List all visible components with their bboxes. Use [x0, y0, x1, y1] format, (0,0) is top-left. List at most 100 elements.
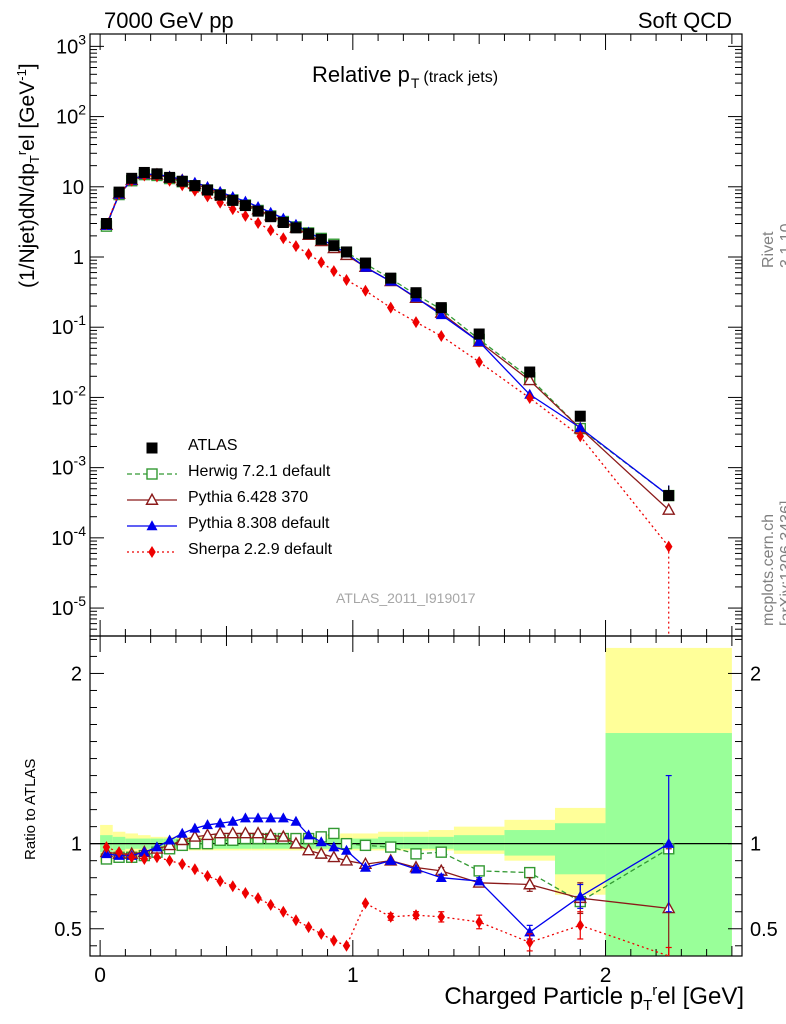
ratio-point-pythia-6-428-370 — [226, 826, 240, 839]
ratio-point-sherpa-2-2-9-default — [140, 852, 149, 865]
ratio-point-sherpa-2-2-9-default — [342, 939, 351, 952]
ratio-point-pythia-8-308-default — [385, 854, 397, 865]
ratio-point-pythia-6-428-370 — [289, 836, 303, 849]
ratio-plot-frame — [89, 635, 743, 957]
main-point-sherpa-2-2-9-default — [361, 284, 370, 297]
ratio-point-pythia-8-308-default — [359, 861, 371, 872]
ratio-point-sherpa-2-2-9-default — [304, 921, 313, 934]
ratio-y-tick-label: 1 — [71, 834, 82, 856]
ratio-point-pythia-8-308-default — [341, 844, 353, 855]
ratio-point-sherpa-2-2-9-default — [102, 841, 111, 854]
ratio-point-sherpa-2-2-9-default — [216, 875, 224, 888]
main-point-atlas — [176, 175, 188, 187]
legend-label-sherpa-2-2-9-default: Sherpa 2.2.9 default — [188, 541, 333, 558]
main-point-atlas — [385, 272, 397, 284]
main-point-atlas — [524, 366, 536, 378]
main-point-sherpa-2-2-9-default — [437, 329, 446, 342]
main-point-pythia-8-308-default — [435, 309, 447, 320]
ratio-point-sherpa-2-2-9-default — [330, 934, 338, 947]
ratio-line-herwig-7-2-1-default — [106, 832, 670, 903]
ratio-point-sherpa-2-2-9-default — [191, 863, 199, 876]
plot-title-main: Relative p — [312, 62, 410, 87]
main-point-sherpa-2-2-9-default — [412, 316, 420, 329]
main-point-atlas — [227, 194, 239, 206]
plot-title: Relative pT (track jets) — [312, 62, 498, 91]
main-y-tick-label: 10 — [62, 177, 84, 199]
main-point-sherpa-2-2-9-default — [304, 248, 313, 261]
main-point-atlas — [265, 211, 277, 223]
main-point-sherpa-2-2-9-default — [330, 265, 338, 278]
main-point-atlas — [473, 328, 485, 340]
ratio-point-sherpa-2-2-9-default — [229, 880, 237, 893]
main-point-sherpa-2-2-9-default — [342, 274, 351, 287]
ratio-point-pythia-6-428-370 — [213, 826, 227, 839]
ratio-point-sherpa-2-2-9-default — [178, 858, 186, 871]
ratio-y-axis-label: Ratio to ATLAS — [22, 758, 39, 860]
legend-marker-atlas — [146, 442, 158, 454]
main-point-atlas — [151, 168, 163, 180]
x-tick-label: 1 — [347, 964, 359, 987]
main-line-herwig-7-2-1-default — [105, 173, 670, 497]
ratio-point-sherpa-2-2-9-default — [266, 898, 275, 911]
source-label: mcplots.cern.ch [arXiv:1306.3436] — [760, 500, 786, 626]
main-point-atlas — [663, 490, 675, 502]
ratio-point-pythia-6-428-370 — [523, 877, 537, 890]
main-y-tick-label: 10-3 — [51, 453, 86, 480]
ratio-line-sherpa-2-2-9-default — [106, 846, 669, 957]
main-point-atlas — [359, 257, 371, 269]
stat-uncertainty-band — [504, 830, 555, 856]
ratio-point-pythia-6-428-370 — [188, 829, 202, 842]
ratio-point-pythia-6-428-370 — [238, 826, 253, 839]
ratio-y-tick-label: 2 — [71, 663, 82, 685]
ratio-point-pythia-8-308-default — [435, 871, 447, 882]
energy-label: 7000 GeV pp — [104, 8, 234, 33]
stat-uncertainty-band — [428, 836, 454, 849]
main-point-sherpa-2-2-9-default — [475, 355, 483, 368]
main-point-atlas — [341, 246, 353, 258]
ratio-line-pythia-6-428-370 — [106, 832, 669, 909]
main-point-atlas — [126, 172, 138, 184]
main-point-sherpa-2-2-9-default — [266, 224, 275, 237]
main-line-pythia-8-308-default — [105, 173, 670, 497]
ratio-point-sherpa-2-2-9-default — [361, 897, 370, 910]
ratio-point-pythia-8-308-default — [100, 848, 112, 859]
x-tick-label: 0 — [94, 964, 106, 987]
plot-title-paren: (track jets) — [423, 69, 499, 86]
ratio-y-tick-label: 0.5 — [54, 919, 82, 941]
ratio-point-herwig-7-2-1-default — [435, 846, 447, 858]
main-line-sherpa-2-2-9-default — [105, 174, 670, 548]
ratio-point-herwig-7-2-1-default — [328, 827, 340, 840]
ratio-point-pythia-8-308-default — [252, 812, 264, 823]
ratio-point-pythia-6-428-370 — [327, 850, 341, 863]
ratio-point-pythia-8-308-default — [164, 834, 176, 845]
ratio-point-sherpa-2-2-9-default — [241, 887, 250, 900]
main-point-atlas — [164, 171, 176, 183]
main-point-atlas — [277, 217, 289, 229]
ratio-point-pythia-8-308-default — [574, 890, 586, 901]
ratio-point-pythia-8-308-default — [303, 829, 315, 840]
main-point-atlas — [574, 410, 586, 422]
ratio-point-sherpa-2-2-9-default — [127, 851, 136, 864]
legend-marker-herwig-7-2-1-default — [146, 468, 158, 480]
ratio-point-pythia-8-308-default — [265, 812, 277, 823]
main-line-pythia-6-428-370 — [105, 173, 670, 511]
ratio-point-sherpa-2-2-9-default — [412, 909, 420, 922]
main-point-sherpa-2-2-9-default — [254, 216, 262, 229]
ratio-point-sherpa-2-2-9-default — [386, 910, 395, 923]
main-point-atlas — [113, 186, 125, 198]
stat-uncertainty-band — [453, 835, 505, 851]
main-y-axis-label: (1/Njet)dN/dpTrel [GeV-1] — [14, 63, 43, 288]
category-label: Soft QCD — [637, 8, 732, 33]
stat-uncertainty-band — [554, 823, 606, 875]
main-y-tick-label: 10-1 — [51, 312, 86, 339]
stat-uncertainty-band — [403, 836, 429, 849]
ratio-point-pythia-8-308-default — [151, 841, 163, 852]
ratio-point-sherpa-2-2-9-default — [153, 851, 161, 864]
ratio-point-sherpa-2-2-9-default — [525, 936, 534, 949]
ratio-point-pythia-8-308-default — [176, 827, 188, 838]
ratio-point-pythia-6-428-370 — [301, 843, 316, 856]
x-tick-label: 2 — [600, 964, 612, 987]
legend-label-pythia-8-308-default: Pythia 8.308 default — [188, 515, 330, 532]
ratio-point-pythia-8-308-default — [227, 815, 239, 826]
